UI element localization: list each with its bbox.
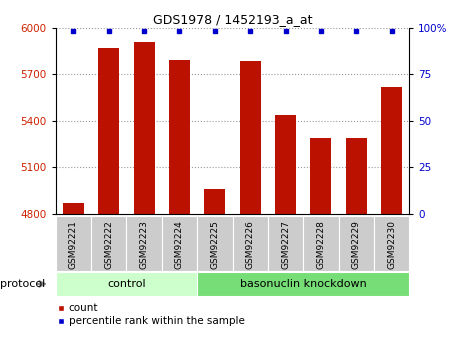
Bar xyxy=(91,216,126,271)
Bar xyxy=(133,42,155,214)
Bar xyxy=(98,48,120,214)
Bar xyxy=(239,61,261,214)
Text: GSM92226: GSM92226 xyxy=(246,220,255,269)
Bar xyxy=(197,216,232,271)
Bar xyxy=(275,115,296,214)
Text: control: control xyxy=(107,279,146,289)
Bar xyxy=(381,87,402,214)
Text: GSM92229: GSM92229 xyxy=(352,220,361,269)
Bar xyxy=(345,138,367,214)
Bar xyxy=(310,138,332,214)
Bar xyxy=(63,203,84,214)
Text: GSM92225: GSM92225 xyxy=(210,220,219,269)
Bar xyxy=(232,216,268,271)
Bar xyxy=(303,216,339,271)
Text: GSM92227: GSM92227 xyxy=(281,220,290,269)
Bar xyxy=(169,60,190,214)
Text: GSM92221: GSM92221 xyxy=(69,220,78,269)
Bar xyxy=(126,216,162,271)
Bar xyxy=(268,216,303,271)
Title: GDS1978 / 1452193_a_at: GDS1978 / 1452193_a_at xyxy=(153,13,312,27)
Text: basonuclin knockdown: basonuclin knockdown xyxy=(240,279,366,289)
Text: GSM92230: GSM92230 xyxy=(387,220,396,269)
Text: GSM92228: GSM92228 xyxy=(316,220,326,269)
Bar xyxy=(56,272,197,296)
Legend: count, percentile rank within the sample: count, percentile rank within the sample xyxy=(56,303,245,326)
Bar xyxy=(56,216,91,271)
Bar xyxy=(339,216,374,271)
Bar xyxy=(204,189,226,214)
Text: GSM92224: GSM92224 xyxy=(175,220,184,269)
Bar xyxy=(374,216,409,271)
Bar xyxy=(197,272,409,296)
Bar xyxy=(162,216,197,271)
Text: protocol: protocol xyxy=(0,279,45,289)
Text: GSM92223: GSM92223 xyxy=(140,220,149,269)
Text: GSM92222: GSM92222 xyxy=(104,220,113,269)
